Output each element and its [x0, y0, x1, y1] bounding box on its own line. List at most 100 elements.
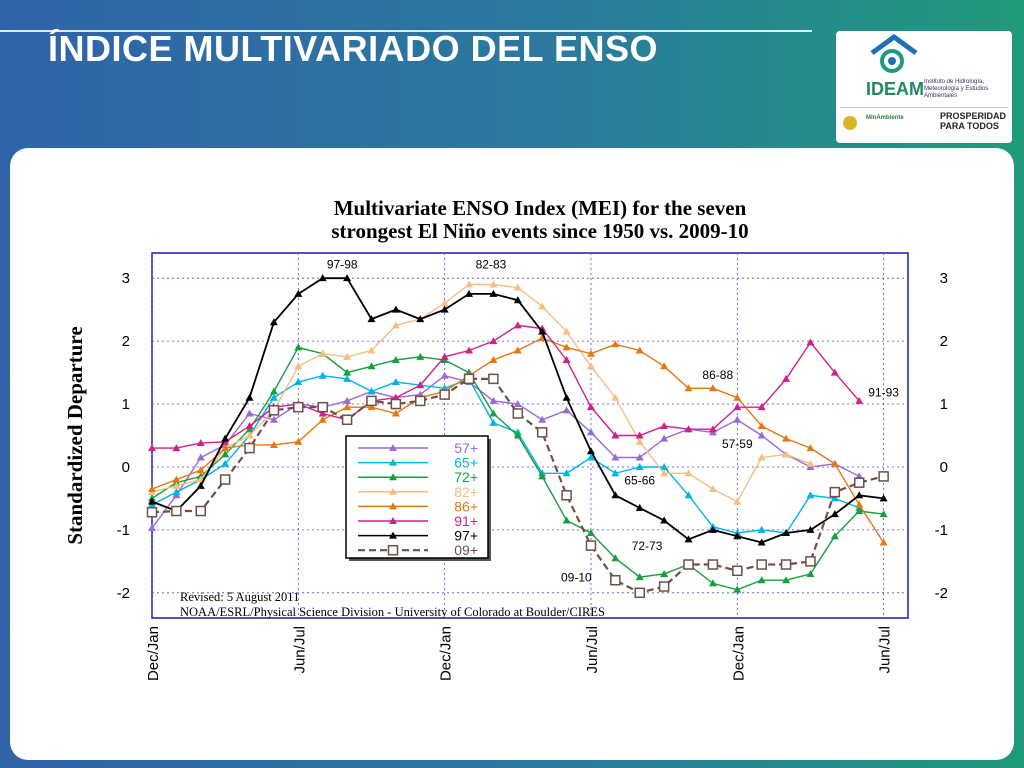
data-point-72 [391, 355, 400, 363]
data-point-86 [367, 403, 376, 411]
annotation-label: 86-88 [702, 368, 733, 382]
data-point-57 [660, 434, 669, 442]
data-point-65 [391, 378, 400, 386]
chart-title-line1: Multivariate ENSO Index (MEI) for the se… [334, 196, 747, 220]
data-point-82 [708, 484, 717, 492]
data-point-09 [683, 559, 694, 570]
data-point-82 [684, 469, 693, 477]
data-point-57 [245, 409, 254, 417]
source-note: NOAA/ESRL/Physical Science Division - Un… [180, 605, 605, 619]
legend-label-65: 65+ [454, 455, 478, 471]
chart-panel: Multivariate ENSO Index (MEI) for the se… [10, 148, 1014, 760]
annotation-label: 91-93 [868, 385, 899, 399]
data-point-97 [684, 535, 693, 543]
data-point-09 [146, 507, 158, 518]
data-point-86 [660, 362, 669, 370]
data-point-91 [757, 403, 766, 411]
legend-marker-65 [389, 458, 397, 466]
x-tick-label: Jun/Jul [584, 626, 601, 674]
data-point-09 [853, 477, 865, 488]
data-point-57 [611, 453, 620, 461]
data-point-97 [806, 525, 815, 533]
data-point-65 [489, 418, 498, 426]
data-point-82 [318, 349, 327, 357]
legend-marker-86 [389, 502, 397, 510]
legend-label-86: 86+ [454, 498, 478, 514]
data-point-09 [195, 505, 207, 517]
legend-frame [345, 435, 489, 559]
series-line-82 [151, 283, 811, 503]
data-point-09 [171, 505, 182, 517]
data-point-72 [660, 569, 669, 577]
y-tick-label-right: -1 [935, 522, 948, 539]
data-point-09 [829, 486, 841, 498]
data-point-65 [172, 488, 181, 496]
chart-title-line2: strongest El Niño events since 1950 vs. … [331, 219, 748, 243]
data-point-09 [878, 471, 889, 482]
revised-note: Revised: 5 August 2011 [180, 590, 299, 604]
legend-label-97: 97+ [454, 528, 478, 544]
data-point-97 [879, 494, 888, 502]
data-point-72 [586, 529, 595, 537]
data-point-72 [855, 507, 864, 515]
data-point-82 [245, 431, 254, 439]
data-point-86 [733, 393, 742, 401]
data-point-86 [221, 444, 230, 452]
legend-marker-72 [389, 473, 397, 481]
data-point-86 [269, 440, 278, 448]
legend-marker-09 [387, 544, 399, 556]
annotation-label: 09-10 [561, 571, 592, 585]
data-point-97 [757, 538, 766, 546]
data-point-09 [536, 427, 548, 438]
data-point-97 [538, 327, 547, 335]
data-point-09 [610, 574, 621, 586]
data-point-97 [367, 315, 376, 323]
data-point-82 [635, 437, 644, 445]
data-point-97 [148, 497, 156, 505]
y-axis-label: Standardized Departure [63, 326, 87, 544]
legend-marker-91 [389, 517, 397, 524]
data-point-65 [660, 462, 669, 470]
data-point-72 [538, 472, 547, 480]
data-point-57 [343, 396, 352, 404]
data-point-09 [366, 395, 377, 407]
data-point-72 [562, 516, 571, 524]
data-point-65 [343, 374, 352, 382]
data-point-72 [294, 343, 303, 351]
data-point-82 [562, 327, 571, 335]
annotation-label: 57-59 [722, 437, 753, 451]
data-point-91 [416, 381, 425, 389]
y-tick-label-left: -2 [117, 585, 130, 602]
legend-marker-97 [389, 531, 397, 539]
data-point-09 [244, 442, 255, 454]
data-point-86 [708, 384, 717, 392]
data-point-09 [219, 474, 231, 485]
y-tick-label-right: 1 [940, 396, 948, 413]
data-point-82 [465, 280, 474, 288]
data-point-65 [611, 469, 620, 477]
data-point-72 [757, 576, 766, 584]
data-point-86 [635, 346, 644, 354]
data-point-82 [513, 283, 522, 291]
data-point-86 [806, 444, 815, 452]
series-line-57 [151, 374, 860, 529]
data-point-91 [733, 403, 742, 411]
y-tick-label-left: 3 [122, 270, 130, 287]
data-point-97 [221, 434, 230, 442]
data-point-97 [416, 315, 425, 323]
data-point-57 [538, 415, 547, 423]
legend-marker-82 [389, 487, 397, 495]
data-point-97 [269, 318, 278, 326]
logo-partner-prosperidad: PROSPERIDAD PARA TODOS [940, 111, 1007, 131]
data-point-82 [294, 362, 303, 370]
data-point-91 [489, 337, 498, 345]
data-point-09 [268, 405, 280, 416]
data-point-65 [830, 494, 839, 502]
data-point-72 [367, 362, 376, 370]
data-point-65 [269, 393, 278, 401]
data-point-65 [586, 453, 595, 461]
data-point-09 [390, 398, 402, 410]
data-point-09 [317, 401, 328, 413]
data-point-82 [489, 280, 498, 288]
logo-description: Instituto de Hidrología, Meteorología y … [924, 79, 989, 99]
